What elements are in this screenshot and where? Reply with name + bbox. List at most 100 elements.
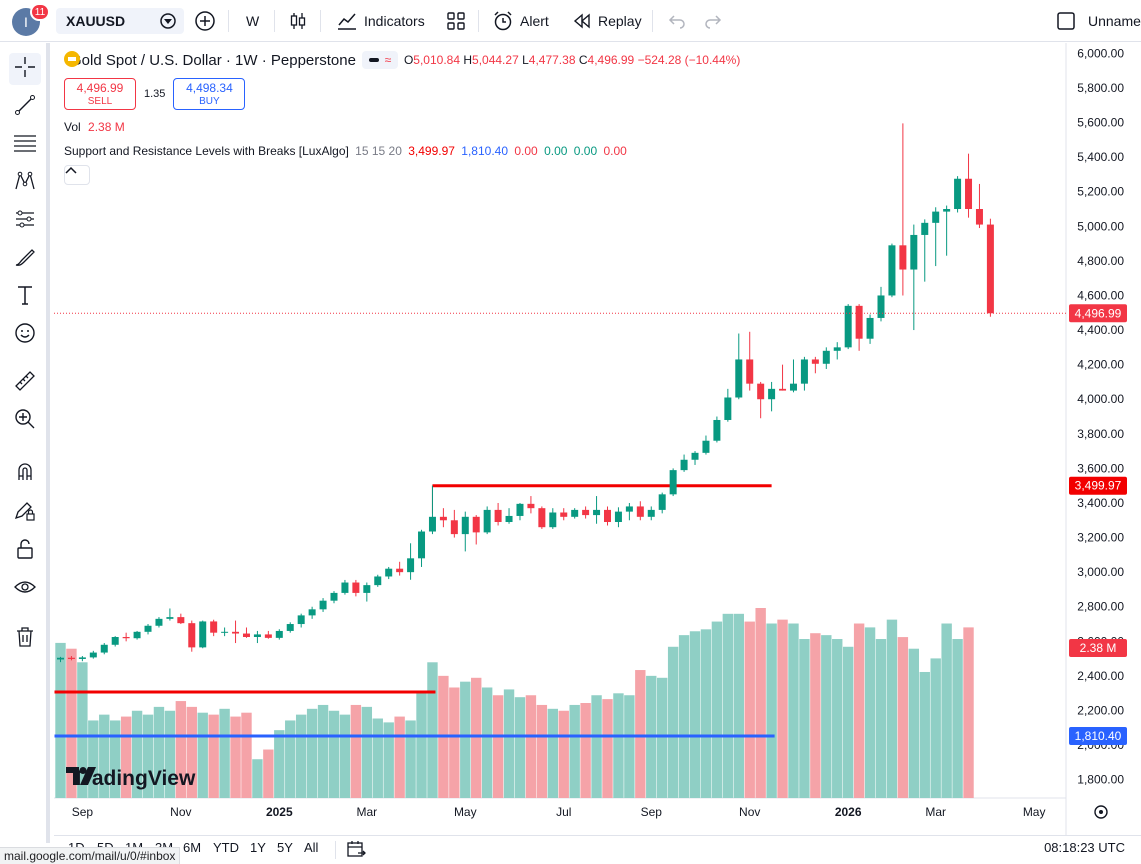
- legend-eye-toggle[interactable]: ≈: [361, 51, 398, 69]
- watch-icon[interactable]: [158, 11, 178, 34]
- candle-body: [122, 637, 130, 639]
- interval-button[interactable]: W: [246, 10, 259, 32]
- volume-bar: [241, 712, 252, 798]
- range-6m[interactable]: 6M: [183, 840, 202, 855]
- symbol-search[interactable]: XAUUSD: [56, 8, 184, 34]
- candle-body: [472, 516, 480, 533]
- candle-body: [89, 652, 97, 658]
- text-t-icon: [14, 284, 36, 311]
- replay-button[interactable]: Replay: [572, 10, 642, 32]
- add-symbol-button[interactable]: [194, 10, 216, 32]
- candle-body: [286, 624, 294, 631]
- candle-body: [680, 459, 688, 471]
- volume-bar: [689, 631, 701, 798]
- interval-label: W: [246, 13, 260, 29]
- range-5y[interactable]: 5Y: [277, 840, 293, 855]
- emoji-tool[interactable]: [9, 319, 41, 351]
- candle-body: [199, 621, 207, 648]
- undo-button[interactable]: [668, 10, 686, 32]
- remove-drawings-tool[interactable]: [9, 623, 41, 655]
- time-tick-label: May: [1023, 805, 1046, 819]
- range-1y[interactable]: 1Y: [250, 840, 266, 855]
- volume-bar: [317, 704, 329, 798]
- volume-bar: [295, 714, 307, 798]
- collapse-legend-button[interactable]: [64, 165, 90, 185]
- volume-bar: [569, 704, 580, 798]
- unlock-icon: [14, 538, 36, 565]
- trade-buttons: 4,496.99 SELL 1.35 4,498.34 BUY: [64, 77, 246, 111]
- candle-body: [975, 209, 983, 225]
- crosshair-icon: [14, 56, 36, 83]
- text-tool[interactable]: [9, 281, 41, 313]
- indicator-legend[interactable]: Support and Resistance Levels with Break…: [64, 144, 627, 158]
- time-tick-label: May: [454, 805, 477, 819]
- time-tick-label: Mar: [925, 805, 946, 819]
- buy-button[interactable]: 4,498.34 BUY: [173, 78, 246, 110]
- candle-body: [965, 178, 973, 210]
- volume-bar: [667, 646, 679, 798]
- volume-tag: 2.38 M: [1080, 641, 1117, 655]
- volume-bar: [842, 646, 854, 798]
- redo-button[interactable]: [704, 10, 722, 32]
- high-value: 5,044.27: [472, 53, 519, 67]
- avatar-letter: I: [24, 14, 28, 30]
- price-tick-label: 5,200.00: [1077, 185, 1124, 199]
- candle-body: [954, 178, 962, 210]
- measure-tool[interactable]: [9, 367, 41, 399]
- candle-body: [155, 618, 163, 626]
- volume-bar: [186, 706, 197, 798]
- volume-legend[interactable]: Vol 2.38 M: [64, 120, 125, 134]
- candle-body: [789, 383, 797, 391]
- volume-bar: [120, 716, 132, 798]
- sell-button[interactable]: 4,496.99 SELL: [64, 78, 136, 110]
- utc-clock[interactable]: 08:18:23 UTC: [1044, 840, 1125, 855]
- volume-bar: [394, 716, 405, 798]
- range-all[interactable]: All: [304, 840, 319, 855]
- open-label: O: [403, 53, 414, 67]
- lock-drawings-tool[interactable]: [9, 535, 41, 567]
- undo-icon: [668, 12, 686, 30]
- indicators-button[interactable]: Indicators: [336, 10, 425, 32]
- zoom-tool[interactable]: [9, 405, 41, 437]
- magnet-tool[interactable]: [9, 457, 41, 489]
- volume-bar: [700, 629, 712, 798]
- range-ytd[interactable]: YTD: [213, 840, 239, 855]
- candle-body: [713, 419, 721, 441]
- brush-tool[interactable]: [9, 243, 41, 275]
- volume-bar: [886, 619, 898, 798]
- layout-menu[interactable]: Unname: [1056, 10, 1141, 32]
- indicator-value-5: 0.00: [573, 144, 598, 158]
- volume-bar: [941, 623, 952, 798]
- volume-bar: [635, 670, 646, 798]
- tradingview-logo[interactable]: TradingView: [66, 767, 195, 791]
- templates-button[interactable]: [446, 10, 466, 32]
- candle-body: [57, 657, 64, 660]
- pattern-tool[interactable]: [9, 167, 41, 199]
- candle-body: [439, 516, 447, 521]
- alert-button[interactable]: Alert: [492, 10, 549, 32]
- candle-body: [614, 511, 622, 523]
- prediction-tool[interactable]: [9, 205, 41, 237]
- support-tag-bg: [1069, 727, 1127, 745]
- symbol-legend: Gold Spot / U.S. Dollar · 1W · Peppersto…: [64, 51, 740, 69]
- date-range-button[interactable]: [346, 839, 366, 862]
- toolbar-divider: [478, 10, 479, 32]
- chart-pane[interactable]: 1,800.002,000.002,200.002,400.002,600.00…: [54, 43, 1141, 835]
- stay-drawing-tool[interactable]: [9, 497, 41, 529]
- volume-bar: [142, 714, 154, 798]
- indicator-params: 15 15 20: [355, 144, 402, 158]
- price-tick-label: 5,800.00: [1077, 81, 1124, 95]
- candle-body: [418, 531, 426, 559]
- crosshair-tool[interactable]: [9, 53, 41, 85]
- indicators-icon: [336, 11, 358, 31]
- minus-icon: [368, 58, 379, 62]
- price-chart[interactable]: 1,800.002,000.002,200.002,400.002,600.00…: [54, 43, 1141, 835]
- candle-body: [275, 630, 283, 638]
- chart-type-button[interactable]: [288, 10, 308, 32]
- calendar-range-icon: [346, 841, 366, 862]
- hide-drawings-tool[interactable]: [9, 573, 41, 605]
- candle-body: [855, 305, 863, 339]
- trend-line-tool[interactable]: [9, 91, 41, 123]
- time-tick-label: Jul: [556, 805, 571, 819]
- fib-tool[interactable]: [9, 129, 41, 161]
